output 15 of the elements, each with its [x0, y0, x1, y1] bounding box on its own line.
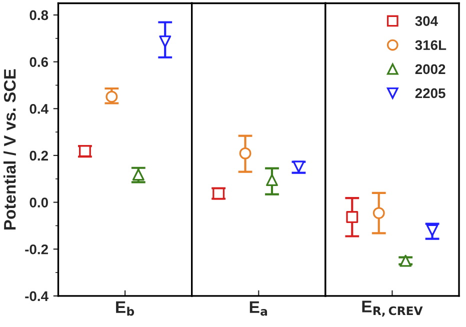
y-tick-label: -0.2 [25, 244, 48, 254]
y-axis-title: Potential / V vs. SCE [4, 69, 16, 230]
y-tick-label: 0.0 [30, 198, 48, 208]
y-tick-label: 0.8 [30, 10, 48, 20]
legend-label: 2205 [415, 88, 446, 98]
x-tick-label: E$_{a}$ [250, 301, 268, 316]
legend-label: 304 [415, 16, 438, 26]
y-tick-label: 0.4 [30, 104, 48, 114]
legend-label: 316L [415, 40, 446, 50]
y-tick-label: 0.2 [30, 150, 48, 161]
x-tick-label: E$_{R,CREV}$ [362, 300, 423, 317]
legend-label: 2002 [415, 64, 446, 74]
x-tick-label: E$_{b}$ [116, 301, 134, 316]
y-tick-label: 0.6 [30, 57, 48, 67]
y-tick-label: -0.4 [25, 291, 48, 302]
